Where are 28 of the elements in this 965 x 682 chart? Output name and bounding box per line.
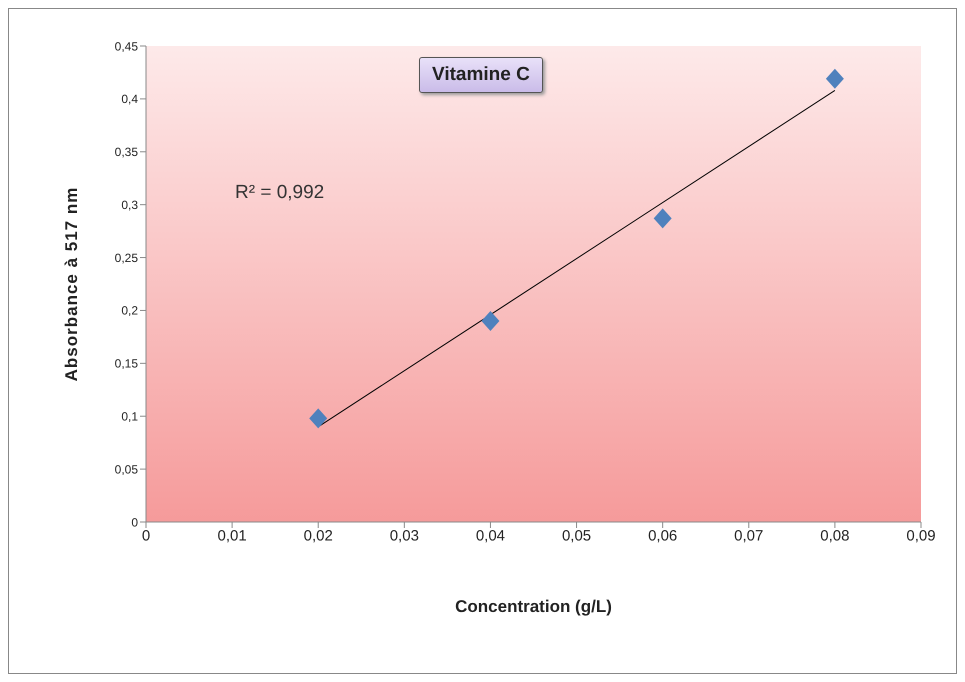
x-tick-label: 0,09 [906,528,936,545]
y-tick-label: 0,25 [114,250,138,265]
point [826,68,844,89]
x-axis-title: Concentration (g/L) [455,597,612,616]
y-tick-label: 0,05 [114,462,138,476]
x-tick-label: 0,02 [304,528,333,545]
y-tick-label: 0,2 [121,304,138,318]
x-tick-label: 0,04 [476,528,506,545]
y-tick-label: 0,35 [114,145,138,160]
point [309,408,328,428]
point [654,208,672,228]
x-tick-label: 0,07 [734,528,764,545]
x-tick-label: 0,08 [820,528,850,545]
y-tick-label: 0,45 [114,39,138,54]
point [481,311,500,332]
annotation: R² = 0,992 [235,182,324,204]
x-tick-label: 0,01 [218,528,247,545]
y-tick-label: 0,4 [121,92,138,106]
x-tick-label: 0,03 [390,528,419,545]
y-tick-label: 0 [131,515,138,530]
y-tick-label: 0,1 [121,409,138,424]
y-tick-label: 0,3 [121,198,138,212]
x-tick-label: 0,06 [648,528,678,545]
x-tick-label: 0 [142,528,150,545]
x-tick-label: 0,05 [562,528,592,545]
y-axis-title: Absorbance à 517 nm [62,186,82,382]
text: Vitamine C [419,57,543,93]
y-tick-label: 0,15 [114,356,138,371]
